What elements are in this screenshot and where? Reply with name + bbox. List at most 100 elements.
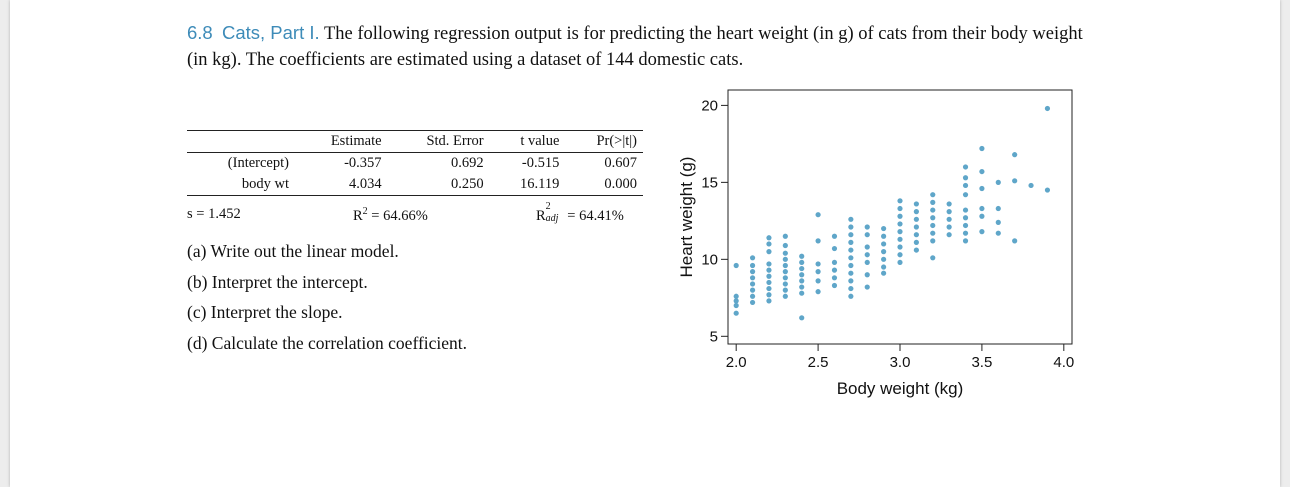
data-point <box>782 250 788 256</box>
data-point <box>733 310 739 316</box>
data-point <box>782 233 788 239</box>
question-c: (c) Interpret the slope. <box>187 302 343 322</box>
data-point <box>733 302 739 309</box>
data-point <box>897 221 903 227</box>
data-point <box>962 192 969 198</box>
table-cell: 0.000 <box>565 174 643 196</box>
data-point <box>782 293 788 299</box>
data-point <box>962 175 969 181</box>
x-axis-label: Body weight (kg) <box>837 379 964 398</box>
data-point <box>962 215 969 221</box>
data-point <box>782 275 788 281</box>
y-tick-label: 10 <box>701 251 718 268</box>
table-header: Std. Error <box>387 130 490 153</box>
data-point <box>864 272 870 278</box>
data-point <box>946 216 952 222</box>
data-point <box>946 232 952 238</box>
data-point <box>799 253 805 259</box>
data-point <box>848 278 854 284</box>
data-point <box>1012 178 1018 184</box>
table-cell: 4.034 <box>294 174 388 196</box>
data-point <box>979 145 985 152</box>
data-point <box>749 287 756 293</box>
r-squared-sup: 2 <box>362 206 368 217</box>
data-point <box>864 259 870 266</box>
data-point <box>799 290 805 296</box>
question-d: (d) Calculate the correlation coefficien… <box>187 332 468 353</box>
x-tick-label: 3.0 <box>890 354 911 371</box>
data-point <box>881 249 887 255</box>
x-tick-label: 2.0 <box>726 354 747 371</box>
table-cell: 0.692 <box>451 155 484 171</box>
data-point <box>930 230 936 236</box>
data-point <box>962 222 969 229</box>
data-point <box>995 230 1001 236</box>
data-point <box>782 262 788 269</box>
data-point <box>799 278 805 284</box>
data-point <box>930 222 936 229</box>
data-point <box>848 255 854 261</box>
data-point <box>766 267 772 273</box>
data-point <box>864 252 870 258</box>
table-row: (Intercept) -0.357 0.692 -0.515 0.607 <box>187 153 643 175</box>
data-point <box>864 284 870 290</box>
data-point <box>897 252 903 258</box>
table-header-row: Estimate Std. Error t value Pr(>|t|) <box>187 130 643 153</box>
model-statistics: s = 1.452 R2 = 64.66% R 2 adj = 64.41% <box>187 201 643 226</box>
table-header: Pr(>|t|) <box>565 130 643 153</box>
data-point <box>733 298 739 304</box>
problem-title: Cats, Part I. <box>221 22 320 43</box>
data-point <box>799 259 805 266</box>
data-point <box>831 233 838 239</box>
data-point <box>864 224 870 230</box>
data-point <box>848 262 854 269</box>
data-point <box>766 261 772 267</box>
data-point <box>930 199 936 205</box>
r-squared-symbol: R <box>353 207 363 224</box>
problem-heading: 6.8 Cats, Part I. The following regressi… <box>187 20 1107 73</box>
data-point <box>946 201 952 207</box>
data-point <box>766 279 772 286</box>
table-header: t value <box>489 130 566 153</box>
y-tick-label: 20 <box>701 97 718 114</box>
data-point <box>913 209 919 215</box>
x-tick-label: 4.0 <box>1053 354 1074 371</box>
data-point <box>881 264 887 270</box>
data-point <box>782 256 788 262</box>
data-point <box>962 230 969 236</box>
problem-text: The following regression output is for p… <box>187 24 1083 70</box>
data-point <box>962 164 969 170</box>
data-point <box>782 287 788 293</box>
question-b: (b) Interpret the intercept. <box>187 271 368 292</box>
data-point <box>848 247 854 253</box>
data-point <box>962 238 969 244</box>
data-point <box>930 207 936 213</box>
data-point <box>799 284 805 290</box>
data-point <box>962 207 969 213</box>
question-list: (a) Write out the linear model. (b) Inte… <box>187 236 467 358</box>
problem-number: 6.8 <box>187 22 213 43</box>
table-cell: 16.119 <box>489 174 566 196</box>
data-point <box>799 265 805 272</box>
data-point <box>864 244 870 250</box>
row-label: (Intercept) <box>227 155 289 171</box>
data-point <box>799 315 805 321</box>
y-axis: 5 10 15 20 <box>701 97 728 345</box>
data-point <box>766 292 772 298</box>
table-cell: 0.250 <box>387 174 490 196</box>
table-header-blank <box>187 130 295 153</box>
row-label: body wt <box>187 174 295 196</box>
data-point <box>766 249 772 255</box>
data-point <box>930 238 936 244</box>
x-tick-label: 3.5 <box>971 354 992 371</box>
data-point <box>897 236 903 242</box>
data-point <box>782 269 788 275</box>
y-tick-label: 5 <box>710 328 718 345</box>
data-point <box>979 213 985 219</box>
data-point <box>766 273 772 279</box>
data-point <box>815 278 821 284</box>
data-point <box>946 209 952 215</box>
data-point <box>815 261 821 267</box>
data-point <box>848 224 854 230</box>
